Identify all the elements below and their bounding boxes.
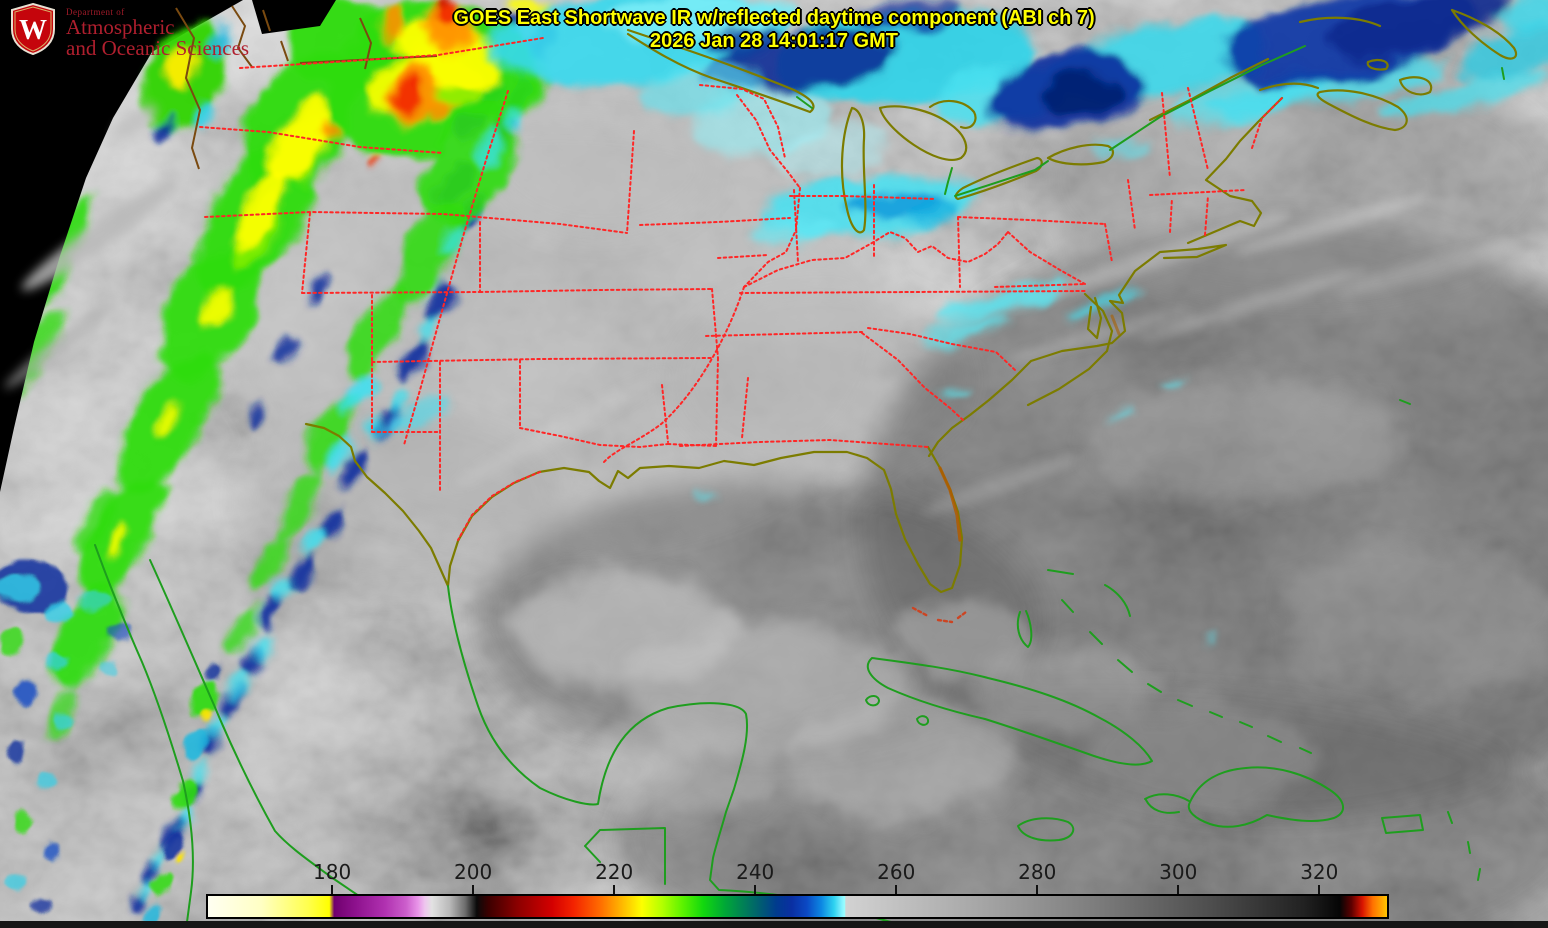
logo-line-oceanic: and Oceanic Sciences [66, 36, 250, 60]
mexico-caribbean-canada-borders [94, 45, 1505, 925]
storm-system-cold-tops [1, 0, 560, 913]
us-coastline-and-lakes [304, 8, 1518, 594]
logo-dept-prefix: Department of [66, 7, 125, 17]
no-data-wedge [0, 0, 336, 492]
bottom-edge-strip [0, 921, 1548, 928]
svg-text:W: W [19, 15, 47, 46]
pacific-mexico-convective-cells [0, 559, 222, 925]
uw-crest-icon: W [11, 3, 55, 55]
logo-line-atmospheric: Atmospheric [66, 15, 175, 39]
state-borders [199, 37, 1283, 541]
florida-warm-coast-overlay [911, 314, 1121, 624]
florida-keys-outline [911, 606, 968, 624]
gulf-cloud-masses [510, 380, 1548, 820]
uw-aos-logo: W Department of Atmospheric and Oceanic … [8, 3, 249, 59]
